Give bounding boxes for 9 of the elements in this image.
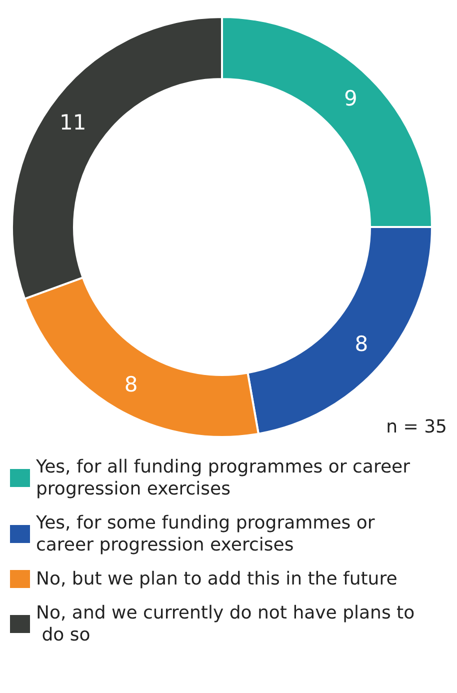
text: n = 35 (386, 416, 448, 438)
legend-label: Yes, for some funding programmes or career progression exercises (35, 512, 381, 556)
data-label: 9 (344, 86, 358, 110)
legend-label: No, but we plan to add this in the future (36, 568, 398, 590)
data-label: 8 (354, 332, 368, 356)
legend-label: No, and we currently do not have plans to do so (36, 602, 415, 646)
data-label: 8 (124, 372, 138, 397)
data-label: 11 (60, 110, 86, 135)
legend-label: Yes, for all funding programmes or career progression exercises (35, 456, 416, 500)
